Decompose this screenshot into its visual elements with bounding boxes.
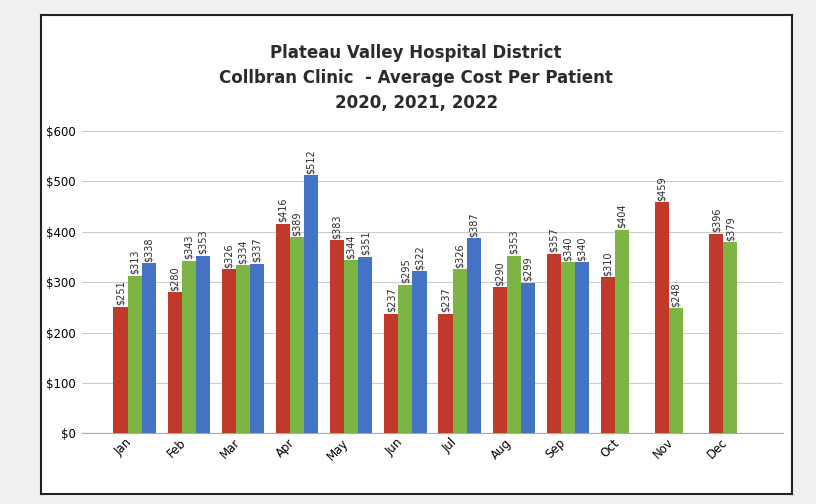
Text: $334: $334 (238, 239, 248, 264)
Bar (561, 262, 575, 433)
Text: $357: $357 (549, 227, 559, 252)
Text: $322: $322 (415, 245, 424, 270)
Text: $396: $396 (712, 208, 721, 232)
Bar (723, 242, 738, 433)
Text: $459: $459 (657, 176, 667, 201)
Bar (398, 285, 412, 433)
Bar (493, 287, 507, 433)
Text: $237: $237 (386, 288, 397, 312)
Text: $416: $416 (278, 198, 288, 222)
Bar (250, 264, 264, 433)
Bar (127, 276, 142, 433)
Text: $389: $389 (292, 211, 302, 236)
Text: $326: $326 (455, 243, 464, 268)
Text: $299: $299 (523, 257, 533, 281)
Text: $353: $353 (197, 229, 208, 254)
Bar (358, 257, 372, 433)
Bar (453, 269, 467, 433)
Text: $512: $512 (306, 149, 316, 174)
Text: $340: $340 (577, 236, 587, 261)
Text: $280: $280 (170, 266, 180, 291)
Bar (222, 269, 236, 433)
Text: $248: $248 (672, 282, 681, 307)
Bar (507, 256, 521, 433)
Text: $295: $295 (401, 259, 410, 283)
Bar (290, 237, 304, 433)
Bar (521, 283, 534, 433)
Text: $387: $387 (468, 212, 479, 237)
Text: $340: $340 (563, 236, 573, 261)
Bar (709, 234, 723, 433)
Text: $404: $404 (617, 204, 627, 228)
Text: $353: $353 (508, 229, 519, 254)
Bar (182, 261, 196, 433)
Text: $251: $251 (116, 281, 126, 305)
Text: $237: $237 (441, 288, 450, 312)
Text: 2020, 2021, 2022: 2020, 2021, 2022 (335, 94, 498, 112)
Bar (601, 277, 615, 433)
Bar (236, 265, 250, 433)
Text: $344: $344 (346, 234, 357, 259)
Text: $383: $383 (332, 214, 342, 239)
Bar (412, 271, 427, 433)
Bar (547, 254, 561, 433)
Bar (615, 230, 629, 433)
Bar (142, 263, 156, 433)
Bar (196, 256, 210, 433)
Bar (344, 260, 358, 433)
Text: Collbran Clinic  - Average Cost Per Patient: Collbran Clinic - Average Cost Per Patie… (220, 69, 613, 87)
Bar (655, 202, 669, 433)
Text: $337: $337 (252, 237, 262, 262)
Text: $326: $326 (224, 243, 234, 268)
Text: $310: $310 (603, 251, 613, 276)
Bar (304, 175, 318, 433)
Bar (384, 314, 398, 433)
Bar (167, 292, 182, 433)
Bar (467, 238, 481, 433)
Text: $338: $338 (144, 237, 153, 262)
Text: Plateau Valley Hospital District: Plateau Valley Hospital District (270, 44, 562, 62)
Text: $379: $379 (725, 216, 735, 241)
Text: $313: $313 (130, 249, 140, 274)
Text: $290: $290 (494, 261, 504, 286)
Bar (276, 224, 290, 433)
Text: $343: $343 (184, 234, 193, 259)
Text: $351: $351 (361, 230, 370, 255)
Bar (330, 240, 344, 433)
Bar (575, 262, 589, 433)
Bar (113, 307, 127, 433)
Bar (438, 314, 453, 433)
Bar (669, 308, 683, 433)
